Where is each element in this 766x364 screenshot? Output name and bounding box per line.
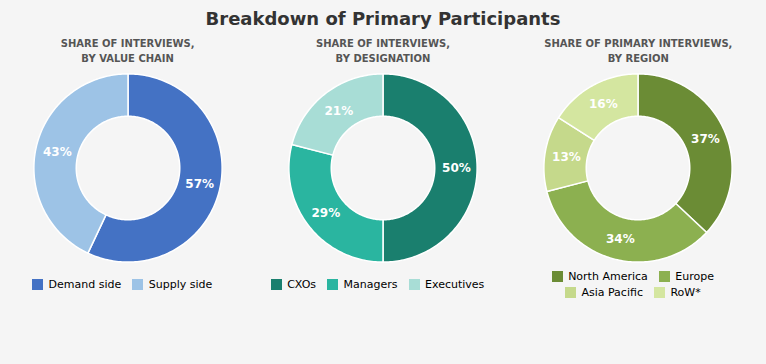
html-text:Supply side: Supply side [148, 278, 213, 291]
svg-text:34%: 34% [606, 232, 635, 246]
html-text:North America: North America [568, 269, 648, 283]
html-text:SHARE OF INTERVIEWS, BY DESIGN: SHARE OF INTERVIEWS, BY DESIGNATION [316, 38, 450, 64]
html-text:Europe: Europe [675, 269, 714, 283]
svg-text:29%: 29% [311, 206, 340, 220]
html-text:RoW*: RoW* [670, 286, 701, 300]
svg-text:13%: 13% [552, 150, 581, 164]
html-text:Asia Pacific: Asia Pacific [581, 286, 643, 300]
svg-text:43%: 43% [43, 145, 72, 159]
svg-text:37%: 37% [691, 132, 720, 146]
html-text:Breakdown of Primary Participa: Breakdown of Primary Participants [205, 8, 561, 29]
html-text:Executives: Executives [425, 278, 485, 291]
html-text:SHARE OF INTERVIEWS, BY VALUE: SHARE OF INTERVIEWS, BY VALUE CHAIN [60, 38, 195, 64]
html-text:Managers: Managers [343, 278, 398, 291]
html-text:CXOs: CXOs [287, 278, 317, 291]
svg-text:50%: 50% [442, 161, 471, 175]
svg-text:16%: 16% [589, 97, 618, 111]
html-text:SHARE OF PRIMARY INTERVIEWS, B: SHARE OF PRIMARY INTERVIEWS, BY REGION [544, 38, 733, 64]
svg-text:21%: 21% [324, 104, 353, 118]
svg-text:57%: 57% [185, 177, 214, 191]
html-text:Demand side: Demand side [48, 278, 122, 291]
